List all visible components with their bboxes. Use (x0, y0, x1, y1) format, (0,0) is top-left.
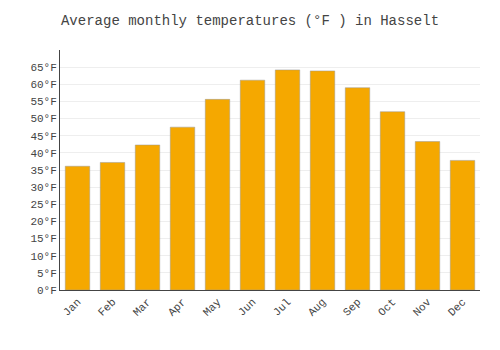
svg-text:25°F: 25°F (30, 199, 56, 211)
svg-text:50°F: 50°F (30, 113, 56, 125)
svg-text:Oct: Oct (376, 296, 398, 318)
svg-text:Mar: Mar (131, 296, 153, 318)
svg-text:May: May (201, 296, 224, 319)
svg-text:Jul: Jul (271, 296, 293, 318)
svg-text:Apr: Apr (166, 296, 188, 318)
svg-text:60°F: 60°F (30, 79, 56, 91)
svg-text:0°F: 0°F (37, 285, 57, 297)
svg-text:40°F: 40°F (30, 148, 56, 160)
svg-text:35°F: 35°F (30, 165, 56, 177)
svg-text:Sep: Sep (341, 296, 363, 318)
svg-text:Nov: Nov (411, 296, 434, 319)
svg-text:Average monthly temperatures (: Average monthly temperatures (°F ) in Ha… (61, 13, 439, 29)
svg-text:45°F: 45°F (30, 131, 56, 143)
svg-text:10°F: 10°F (30, 251, 56, 263)
svg-text:15°F: 15°F (30, 233, 56, 245)
svg-text:20°F: 20°F (30, 216, 56, 228)
svg-text:30°F: 30°F (30, 182, 56, 194)
svg-text:55°F: 55°F (30, 96, 56, 108)
svg-text:65°F: 65°F (30, 62, 56, 74)
svg-text:5°F: 5°F (37, 268, 57, 280)
svg-text:Aug: Aug (306, 296, 328, 318)
svg-text:Jan: Jan (61, 296, 83, 318)
svg-text:Dec: Dec (446, 296, 468, 318)
svg-text:Feb: Feb (96, 296, 118, 318)
svg-text:Jun: Jun (236, 296, 258, 318)
